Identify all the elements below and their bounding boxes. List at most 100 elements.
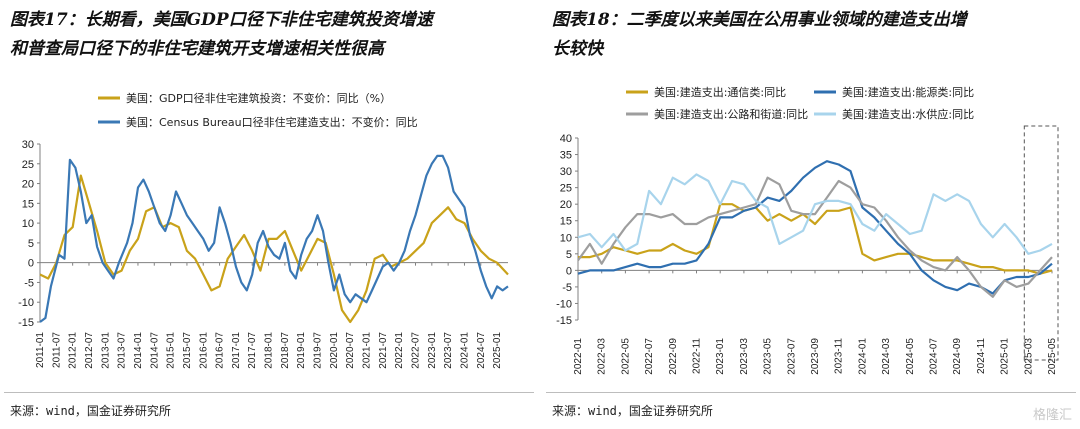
left-x-tick-label: 2012-01 <box>68 332 79 369</box>
right-x-tick-label: 2023-11 <box>834 338 845 374</box>
right-y-tick-label: 25 <box>560 183 572 195</box>
left-figure-title: 图表17：长期看，美国GDP口径下非住宅建筑投资增速 和普查局口径下的非住宅建筑… <box>10 6 530 64</box>
left-y-tick-label: 5 <box>28 238 34 250</box>
left-x-tick-label: 2020-07 <box>345 332 356 369</box>
right-x-tick-label: 2025-01 <box>1000 338 1011 375</box>
right-series-line-2 <box>577 160 1053 295</box>
left-y-tick-label: -5 <box>24 277 34 289</box>
right-x-tick-label: 2022-01 <box>573 338 584 375</box>
left-y-tick-label: -15 <box>18 317 34 329</box>
left-title-line-1: 图表17：长期看，美国GDP口径下非住宅建筑投资增速 <box>10 10 433 30</box>
left-x-tick-label: 2021-07 <box>378 332 389 369</box>
left-x-tick-label: 2019-01 <box>296 332 307 369</box>
left-line-chart: -15 -10 -5 0 5 10 15 20 25 30 2011-01 2011-07 2012-0… <box>18 91 509 369</box>
right-y-tick-label: 0 <box>566 265 572 277</box>
right-y-tick-label: 5 <box>566 249 572 261</box>
left-x-tick-label: 2018-01 <box>264 332 275 369</box>
right-figure: 图表18：二季度以来美国在公用事业领域的建造支出增 长较快 -15 -10 -5 0 5… <box>542 0 1080 429</box>
left-x-tick-label: 2011-07 <box>51 332 62 368</box>
right-legend-label-3: 美国:建造支出:公路和街道:同比 <box>654 107 808 121</box>
right-legend-label-1: 美国:建造支出:通信类:同比 <box>654 85 786 99</box>
right-series-line-3 <box>577 176 1053 298</box>
right-x-tick-label: 2025-05 <box>1047 338 1058 375</box>
right-y-tick-label: 30 <box>560 166 572 178</box>
left-x-tick-label: 2022-01 <box>394 332 405 369</box>
left-legend-label-1: 美国：GDP口径非住宅建筑投资：不变价：同比（%） <box>126 91 391 105</box>
left-x-tick-label: 2020-01 <box>329 332 340 369</box>
right-y-tick-label: 20 <box>560 199 572 211</box>
right-y-tick-label: 40 <box>560 133 572 145</box>
left-x-tick-label: 2015-07 <box>182 332 193 369</box>
right-divider <box>546 392 1076 393</box>
right-y-tick-label: -10 <box>556 298 572 310</box>
right-x-tick-label: 2022-07 <box>644 338 655 375</box>
left-y-tick-label: 0 <box>28 258 34 270</box>
right-y-tick-label: -15 <box>556 315 572 327</box>
left-x-tick-label: 2017-07 <box>247 332 258 369</box>
right-title-line-2: 长较快 <box>552 39 603 59</box>
left-y-tick-label: -10 <box>18 297 34 309</box>
left-x-tick-label: 2012-07 <box>84 332 95 369</box>
left-y-tick-label: 30 <box>22 139 34 151</box>
left-series-line-2 <box>39 154 509 323</box>
right-x-tick-label: 2024-01 <box>857 338 868 375</box>
left-y-tick-label: 15 <box>22 198 34 210</box>
right-series-line-1 <box>578 203 1053 275</box>
left-x-tick-label: 2021-01 <box>362 332 373 369</box>
left-x-tick-label: 2013-07 <box>117 332 128 369</box>
left-y-tick-label: 10 <box>22 218 34 230</box>
left-x-tick-label: 2023-07 <box>443 332 454 369</box>
left-x-tick-label: 2024-07 <box>476 332 487 369</box>
left-series-line-1 <box>39 174 509 324</box>
right-x-tick-label: 2022-05 <box>620 338 631 375</box>
right-y-tick-label: -5 <box>562 282 572 294</box>
right-title-line-1: 图表18：二季度以来美国在公用事业领域的建造支出增 <box>552 10 967 30</box>
left-x-tick-label: 2014-01 <box>133 332 144 369</box>
right-x-tick-label: 2023-05 <box>763 338 774 375</box>
right-x-tick-label: 2022-11 <box>692 338 703 374</box>
left-x-tick-label: 2016-07 <box>215 332 226 369</box>
left-x-tick-label: 2025-01 <box>492 332 503 369</box>
right-legend-label-2: 美国:建造支出:能源类:同比 <box>842 85 974 99</box>
right-highlight-box <box>1023 125 1059 361</box>
left-x-tick-label: 2017-01 <box>231 332 242 369</box>
left-legend-label-2: 美国：Census Bureau口径非住宅建造支出：不变价：同比 <box>126 115 418 129</box>
right-x-tick-label: 2024-03 <box>881 338 892 375</box>
left-x-tick-label: 2023-01 <box>427 332 438 369</box>
right-x-tick-label: 2022-03 <box>597 338 608 375</box>
right-x-tick-label: 2022-09 <box>668 338 679 375</box>
right-x-tick-label: 2023-09 <box>810 338 821 375</box>
left-x-tick-label: 2022-07 <box>410 332 421 369</box>
left-x-tick-label: 2015-01 <box>166 332 177 369</box>
left-x-tick-label: 2013-01 <box>100 332 111 369</box>
right-x-tick-label: 2023-01 <box>715 338 726 375</box>
right-y-tick-label: 35 <box>560 150 572 162</box>
left-x-tick-label: 2018-07 <box>280 332 291 369</box>
left-y-tick-label: 25 <box>22 159 34 171</box>
right-x-tick-label: 2025-03 <box>1023 338 1034 375</box>
left-y-tick-label: 20 <box>22 179 34 191</box>
right-y-tick-label: 15 <box>560 216 572 228</box>
right-source-note: 来源：wind，国金证券研究所 <box>552 404 713 418</box>
left-x-tick-label: 2011-01 <box>35 332 46 368</box>
right-series-line-4 <box>577 173 1053 255</box>
right-x-tick-label: 2024-09 <box>952 338 963 375</box>
right-x-tick-label: 2023-07 <box>786 338 797 375</box>
right-x-tick-label: 2024-11 <box>976 338 987 374</box>
right-legend-label-4: 美国:建造支出:水供应:同比 <box>842 107 974 121</box>
left-x-tick-label: 2024-01 <box>459 332 470 369</box>
right-x-tick-label: 2024-05 <box>905 338 916 375</box>
right-x-tick-label: 2024-07 <box>929 338 940 375</box>
left-title-line-2: 和普查局口径下的非住宅建筑开支增速相关性很高 <box>10 39 384 59</box>
left-source-note: 来源：wind，国金证券研究所 <box>10 404 171 418</box>
right-y-tick-label: 10 <box>560 232 572 244</box>
right-figure-title: 图表18：二季度以来美国在公用事业领域的建造支出增 长较快 <box>552 6 1072 64</box>
right-x-tick-label: 2023-03 <box>739 338 750 375</box>
left-x-tick-label: 2019-07 <box>313 332 324 369</box>
left-figure: 图表17：长期看，美国GDP口径下非住宅建筑投资增速 和普查局口径下的非住宅建筑… <box>4 6 534 418</box>
left-x-tick-label: 2016-01 <box>198 332 209 369</box>
watermark-logo: 格隆汇 <box>1032 408 1072 423</box>
right-line-chart: -15 -10 -5 0 5 10 15 20 25 30 35 40 2022-01 2022-03 20… <box>556 85 1059 375</box>
left-x-tick-label: 2014-07 <box>149 332 160 369</box>
left-divider <box>4 392 534 393</box>
